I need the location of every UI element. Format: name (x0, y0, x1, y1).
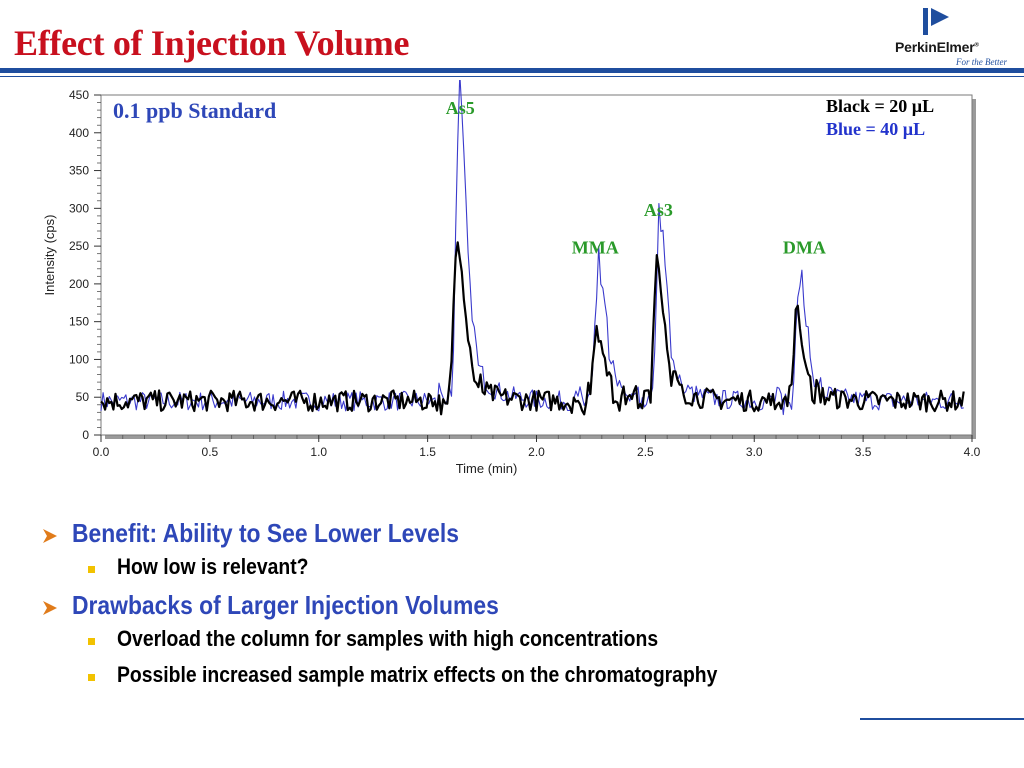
y-tick-label: 400 (69, 126, 89, 140)
peak-label: DMA (783, 238, 826, 258)
legend-entry: Black = 20 µL (826, 96, 934, 116)
x-tick-label: 2.5 (637, 445, 654, 459)
sub-bullet-item: Possible increased sample matrix effects… (42, 662, 1002, 698)
bullet-text: How low is relevant? (117, 554, 309, 579)
y-tick-label: 200 (69, 277, 89, 291)
bullet-square-icon (88, 566, 95, 573)
bullet-text: Drawbacks of Larger Injection Volumes (72, 590, 499, 620)
bullet-item: Benefit: Ability to See Lower Levels (42, 518, 1002, 554)
peak-label: As3 (644, 200, 673, 220)
x-tick-label: 3.0 (746, 445, 763, 459)
y-tick-label: 50 (76, 390, 90, 404)
x-tick-label: 0.0 (93, 445, 110, 459)
bullet-arrow-icon (43, 601, 57, 615)
y-tick-label: 0 (82, 428, 89, 442)
bullet-item: Drawbacks of Larger Injection Volumes (42, 590, 1002, 626)
title-rule-thin (0, 76, 1024, 77)
x-tick-label: 4.0 (964, 445, 981, 459)
logo-name: PerkinElmer® (895, 39, 979, 55)
y-tick-label: 250 (69, 239, 89, 253)
panel-label: 0.1 ppb Standard (113, 98, 276, 123)
title-rule (0, 68, 1024, 73)
bullet-text: Possible increased sample matrix effects… (117, 662, 718, 687)
peak-label: MMA (572, 238, 619, 258)
slide-title: Effect of Injection Volume (14, 23, 410, 63)
logo-tagline: For the Better (956, 57, 1007, 67)
bullet-text: Overload the column for samples with hig… (117, 626, 659, 651)
footer-rule (860, 718, 1024, 720)
x-tick-label: 2.0 (528, 445, 545, 459)
legend-entry: Blue = 40 µL (826, 119, 925, 139)
sub-bullet-item: How low is relevant? (42, 554, 1002, 590)
bullet-text: Benefit: Ability to See Lower Levels (72, 518, 459, 548)
bullet-square-icon (88, 674, 95, 681)
bullet-list: Benefit: Ability to See Lower Levels How … (42, 518, 1002, 698)
perkinelmer-logo-icon (923, 8, 949, 35)
sub-bullet-item: Overload the column for samples with hig… (42, 626, 1002, 662)
x-axis-title: Time (min) (456, 461, 518, 476)
y-tick-label: 100 (69, 352, 89, 366)
y-axis-title: Intensity (cps) (42, 215, 57, 296)
y-tick-label: 450 (69, 88, 89, 102)
bullet-arrow-icon (43, 529, 57, 543)
y-tick-label: 300 (69, 201, 89, 215)
peak-label: As5 (446, 98, 475, 118)
y-tick-label: 150 (69, 315, 89, 329)
x-tick-label: 1.5 (419, 445, 436, 459)
y-tick-label: 350 (69, 164, 89, 178)
x-tick-label: 1.0 (310, 445, 327, 459)
chart: 0 50 100 150 200 250 300 350 400 450 0.0 0.5 1.0 1.5 2… (0, 73, 1000, 495)
x-tick-label: 3.5 (855, 445, 872, 459)
series-20ul-line (100, 241, 965, 416)
bullet-square-icon (88, 638, 95, 645)
chromatogram-chart: 0 50 100 150 200 250 300 350 400 450 0.0 0.5 1.0 1.5 2… (42, 73, 981, 476)
plot-area (100, 94, 973, 436)
perkinelmer-logo: PerkinElmer® For the Better (895, 6, 1017, 67)
x-tick-label: 0.5 (202, 445, 219, 459)
